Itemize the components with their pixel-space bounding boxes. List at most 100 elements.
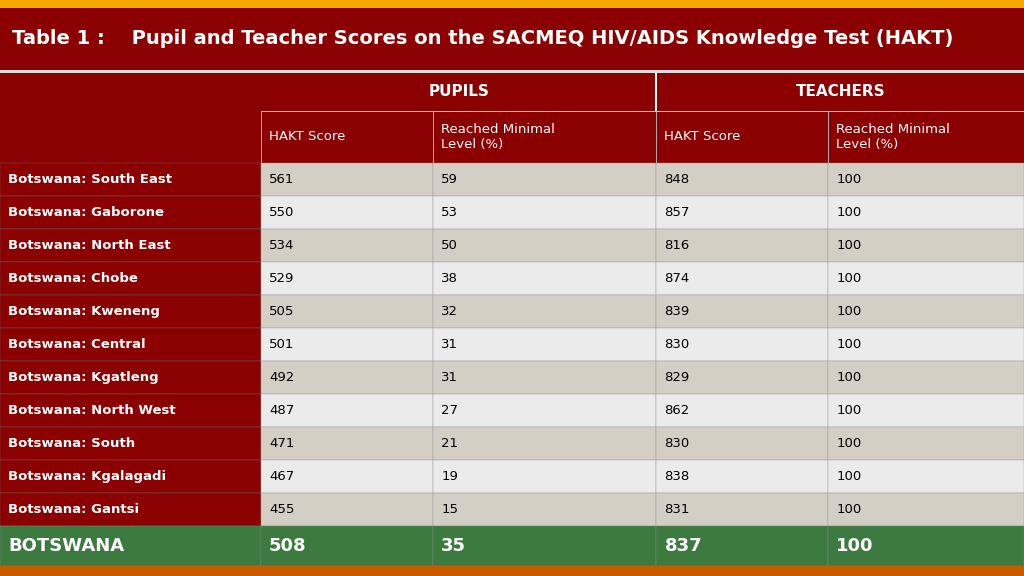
Text: 529: 529 [269, 272, 295, 285]
Text: 31: 31 [441, 371, 458, 384]
Text: TEACHERS: TEACHERS [796, 85, 885, 100]
Text: Botswana: Gaborone: Botswana: Gaborone [8, 206, 164, 219]
Text: 848: 848 [665, 173, 689, 186]
Text: HAKT Score: HAKT Score [665, 131, 740, 143]
Text: Level (%): Level (%) [441, 138, 504, 151]
Bar [261, 328, 433, 361]
Bar [261, 295, 433, 328]
Text: 830: 830 [665, 437, 689, 450]
Bar [656, 196, 828, 229]
Bar [655, 73, 657, 111]
Bar [0, 73, 1024, 111]
Text: Botswana: Kgalagadi: Botswana: Kgalagadi [8, 470, 166, 483]
Bar [656, 262, 828, 295]
Text: 874: 874 [665, 272, 689, 285]
Text: 100: 100 [837, 305, 861, 318]
Text: 59: 59 [441, 173, 458, 186]
Text: 839: 839 [665, 305, 689, 318]
Bar [261, 163, 433, 196]
Bar [261, 111, 1024, 112]
Bar [828, 328, 1024, 361]
Text: 534: 534 [269, 239, 295, 252]
Bar [656, 229, 828, 262]
Bar [261, 427, 433, 460]
Bar [656, 295, 828, 328]
Bar [433, 427, 656, 460]
Bar [0, 262, 261, 295]
Text: HAKT Score: HAKT Score [269, 131, 345, 143]
Bar [0, 361, 261, 394]
Bar [0, 427, 261, 460]
Text: 829: 829 [665, 371, 689, 384]
Bar [656, 427, 828, 460]
Bar [0, 460, 261, 493]
Bar [433, 361, 656, 394]
Text: 100: 100 [837, 470, 861, 483]
Bar [433, 295, 656, 328]
Bar [828, 262, 1024, 295]
Text: Botswana: North East: Botswana: North East [8, 239, 171, 252]
Bar [0, 8, 1024, 70]
Text: 31: 31 [441, 338, 458, 351]
Bar [261, 493, 433, 526]
Text: Reached Minimal: Reached Minimal [441, 123, 555, 136]
Text: 100: 100 [837, 272, 861, 285]
Text: Botswana: Gantsi: Botswana: Gantsi [8, 503, 139, 516]
Bar [433, 394, 656, 427]
Text: 838: 838 [665, 470, 689, 483]
Bar [828, 295, 1024, 328]
Text: Reached Minimal: Reached Minimal [837, 123, 950, 136]
Bar [656, 394, 828, 427]
Bar [433, 262, 656, 295]
Text: Botswana: South East: Botswana: South East [8, 173, 172, 186]
Text: Botswana: Kweneng: Botswana: Kweneng [8, 305, 160, 318]
Text: 467: 467 [269, 470, 294, 483]
Bar [0, 328, 261, 361]
Bar [261, 262, 433, 295]
Text: 508: 508 [269, 537, 307, 555]
Bar [261, 526, 433, 566]
Bar [433, 163, 656, 196]
Text: 862: 862 [665, 404, 689, 417]
Text: 100: 100 [837, 338, 861, 351]
Bar [0, 0, 1024, 8]
Text: Botswana: Central: Botswana: Central [8, 338, 145, 351]
Bar [261, 229, 433, 262]
Bar [828, 394, 1024, 427]
Text: 27: 27 [441, 404, 458, 417]
Bar [433, 328, 656, 361]
Text: PUPILS: PUPILS [428, 85, 489, 100]
Bar [828, 163, 1024, 196]
Text: 50: 50 [441, 239, 458, 252]
Text: 19: 19 [441, 470, 458, 483]
Bar [0, 493, 261, 526]
Text: 100: 100 [837, 437, 861, 450]
Bar [656, 526, 828, 566]
Text: 487: 487 [269, 404, 294, 417]
Bar [828, 493, 1024, 526]
Bar [656, 493, 828, 526]
Text: BOTSWANA: BOTSWANA [8, 537, 124, 555]
Text: 21: 21 [441, 437, 458, 450]
Bar [828, 229, 1024, 262]
Text: 831: 831 [665, 503, 690, 516]
Bar [656, 163, 828, 196]
Text: 38: 38 [441, 272, 458, 285]
Bar [433, 493, 656, 526]
Bar [261, 196, 433, 229]
Text: 857: 857 [665, 206, 690, 219]
Text: 501: 501 [269, 338, 295, 351]
Bar [433, 526, 656, 566]
Text: 100: 100 [837, 404, 861, 417]
Text: Botswana: North West: Botswana: North West [8, 404, 176, 417]
Bar [656, 460, 828, 493]
Text: 505: 505 [269, 305, 295, 318]
Text: 53: 53 [441, 206, 458, 219]
Bar [828, 460, 1024, 493]
Bar [0, 163, 261, 196]
Text: 100: 100 [837, 371, 861, 384]
Text: 35: 35 [441, 537, 466, 555]
Text: 100: 100 [837, 173, 861, 186]
Bar [656, 361, 828, 394]
Bar [0, 526, 261, 566]
